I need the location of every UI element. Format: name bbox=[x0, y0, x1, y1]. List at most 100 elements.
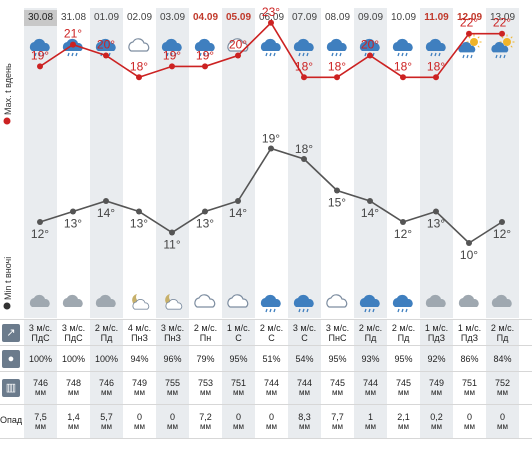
humidity-row-cell: 92% bbox=[420, 346, 453, 371]
wind-row-value: С bbox=[301, 332, 308, 343]
wind-row-value: 2 м/с. bbox=[193, 322, 218, 333]
min-temp-point bbox=[70, 208, 76, 215]
cloud-outline-icon bbox=[227, 294, 249, 308]
precipitation-row-value: 8,3 bbox=[298, 411, 311, 422]
date-label[interactable]: 08.09 bbox=[324, 12, 351, 23]
pressure-row-cell: 752 мм bbox=[486, 372, 519, 404]
date-label[interactable]: 07.09 bbox=[291, 12, 318, 23]
wind-row-value: 2 м/с. bbox=[391, 322, 416, 333]
min-temp-label: 12° bbox=[493, 227, 511, 241]
min-temp-label: 11° bbox=[163, 238, 180, 252]
precipitation-row-value: 5,7 bbox=[100, 411, 113, 422]
date-label[interactable]: 11.09 bbox=[424, 12, 449, 23]
date-label[interactable]: 09.09 bbox=[357, 12, 384, 23]
min-temp-label: 19° bbox=[262, 132, 280, 146]
precipitation-row-value: мм bbox=[200, 421, 211, 431]
precipitation-row-value: мм bbox=[266, 421, 277, 431]
pressure-row-value: мм bbox=[464, 388, 475, 397]
precipitation-row-cell: 0 мм bbox=[453, 405, 486, 438]
precipitation-row-value: 1,4 bbox=[67, 411, 80, 422]
humidity-row-cell: 54% bbox=[288, 346, 321, 371]
row-divider bbox=[0, 404, 532, 405]
precipitation-row-value: 0 bbox=[169, 411, 175, 422]
date-label[interactable]: 06.09 bbox=[258, 12, 285, 23]
max-temp-point bbox=[499, 30, 505, 37]
precipitation-row-value: 2,1 bbox=[397, 411, 410, 422]
humidity-row-value: 100% bbox=[28, 353, 53, 364]
max-temp-label: 19° bbox=[196, 48, 214, 62]
humidity-row-value: 93% bbox=[361, 353, 380, 364]
date-label[interactable]: 12.09 bbox=[456, 12, 483, 23]
max-temp-label: 18° bbox=[427, 59, 445, 73]
wind-row-value: Пн bbox=[199, 332, 212, 343]
pressure-row-value: мм bbox=[167, 388, 178, 397]
rain-cloud-icon bbox=[293, 294, 314, 313]
min-temp-label: 13° bbox=[130, 217, 148, 231]
min-temp-label: 18° bbox=[295, 142, 313, 156]
precipitation-row-value: 1 bbox=[367, 411, 373, 422]
wind-row-value: 4 м/с. bbox=[127, 322, 152, 333]
wind-row-value: Пд bbox=[496, 332, 509, 343]
rain-cloud-icon bbox=[392, 294, 413, 313]
max-temp-point bbox=[400, 74, 406, 81]
date-label[interactable]: 31.08 bbox=[60, 12, 87, 23]
wind-row-cell: 2 м/с. Пд bbox=[354, 320, 387, 345]
wind-direction-icon: ↗ bbox=[2, 323, 20, 342]
min-temp-label: 14° bbox=[97, 206, 115, 220]
precipitation-row-cell: 2,1 мм bbox=[387, 405, 420, 438]
precipitation-row-cell: 7,2 мм bbox=[189, 405, 222, 438]
humidity-row-value: 51% bbox=[262, 353, 281, 364]
date-label[interactable]: 05.09 bbox=[225, 12, 252, 23]
max-temp-point bbox=[367, 52, 373, 59]
wind-row-cell: 3 м/с. ПдС bbox=[57, 320, 90, 345]
day-column bbox=[453, 8, 486, 318]
pressure-row-cell: 748 мм bbox=[57, 372, 90, 404]
precipitation-row-value: мм bbox=[299, 421, 310, 431]
wind-row-value: ПдС bbox=[64, 332, 83, 343]
pressure-row-cell: 751 мм bbox=[453, 372, 486, 404]
date-label[interactable]: 04.09 bbox=[192, 12, 219, 23]
precipitation-row-value: мм bbox=[332, 421, 343, 431]
humidity-row-value: 84% bbox=[493, 353, 512, 364]
max-temp-label: 21° bbox=[64, 27, 82, 41]
humidity-row-value: 54% bbox=[295, 353, 314, 364]
cloud-outline-icon bbox=[128, 38, 150, 52]
humidity-row-value: 100% bbox=[61, 353, 86, 364]
rain-cloud-icon bbox=[425, 38, 446, 57]
pressure-row-value: 755 bbox=[164, 378, 181, 388]
cloud-icon bbox=[95, 294, 116, 307]
pressure-row-value: мм bbox=[101, 388, 112, 397]
min-temp-label: 13° bbox=[64, 217, 82, 231]
min-temp-point bbox=[499, 219, 505, 225]
max-temp-point bbox=[433, 74, 439, 81]
row-divider bbox=[0, 438, 532, 439]
date-label[interactable]: 10.09 bbox=[390, 12, 417, 23]
precipitation-row-value: 0 bbox=[235, 411, 241, 422]
humidity-row-cell: 86% bbox=[453, 346, 486, 371]
max-temp-point bbox=[169, 63, 175, 70]
humidity-row-value: 95% bbox=[229, 353, 248, 364]
rain-cloud-icon bbox=[260, 294, 281, 313]
humidity-row-value: 79% bbox=[196, 353, 215, 364]
min-temp-label: 15° bbox=[328, 196, 346, 210]
max-temp-point bbox=[301, 74, 307, 81]
pressure-row-cell: 745 мм bbox=[387, 372, 420, 404]
pressure-row-cell: 744 мм bbox=[255, 372, 288, 404]
rain-cloud-icon bbox=[194, 38, 215, 57]
date-label[interactable]: 13.09 bbox=[489, 12, 516, 23]
pressure-row-cell: 749 мм bbox=[420, 372, 453, 404]
wind-row-value: С bbox=[235, 332, 242, 343]
max-temp-label: 19° bbox=[31, 48, 49, 62]
date-label[interactable]: 03.09 bbox=[159, 12, 186, 23]
max-temp-label: 20° bbox=[97, 38, 115, 52]
date-label[interactable]: 01.09 bbox=[93, 12, 120, 23]
min-temp-label: 14° bbox=[361, 206, 379, 220]
precipitation-row-value: 0,2 bbox=[430, 411, 443, 422]
cloud-outline-icon bbox=[326, 294, 348, 308]
date-label[interactable]: 30.08 bbox=[24, 10, 57, 26]
date-label[interactable]: 02.09 bbox=[126, 12, 153, 23]
pressure-row-value: 746 bbox=[32, 378, 49, 388]
max-temp-point bbox=[334, 74, 340, 81]
